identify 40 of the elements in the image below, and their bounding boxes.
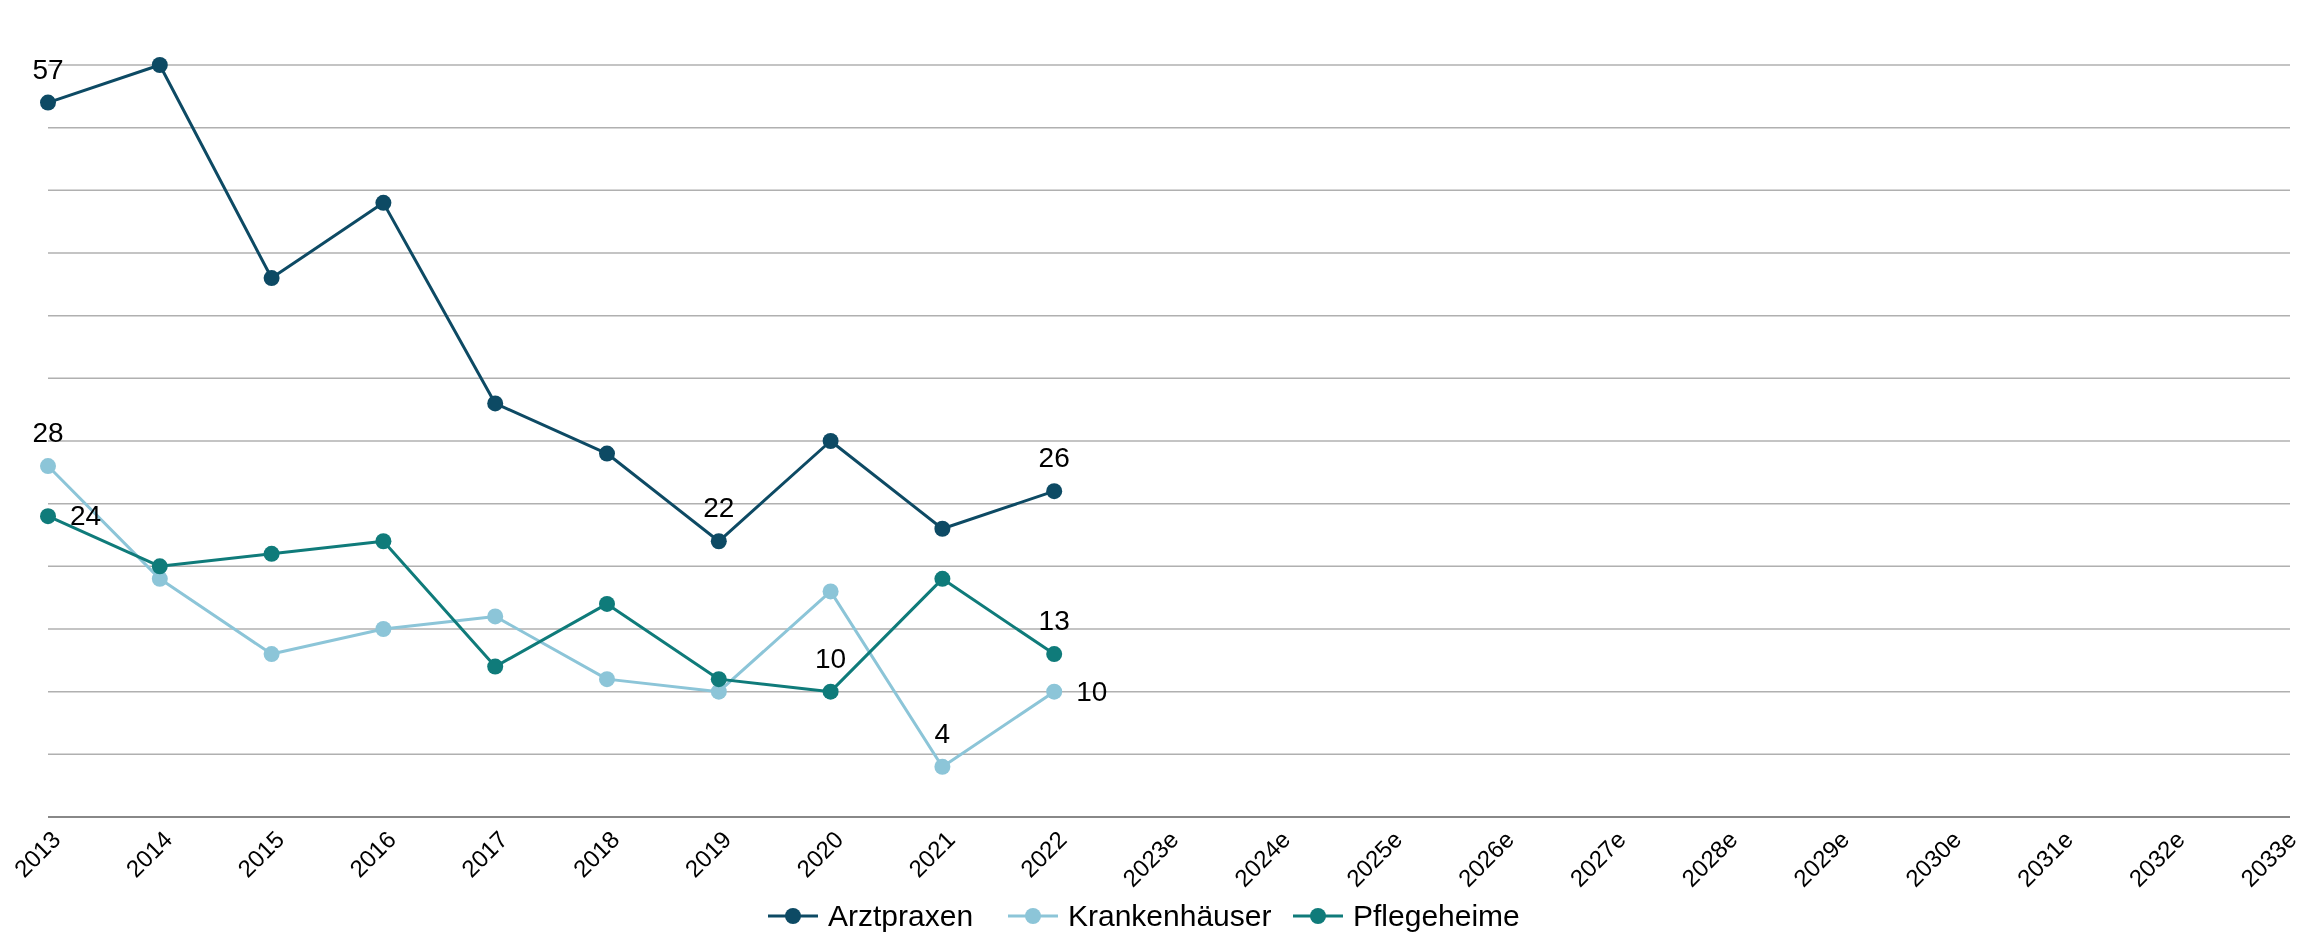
point — [822, 683, 839, 700]
point — [375, 533, 392, 550]
point — [822, 583, 839, 600]
point — [710, 533, 727, 550]
point — [263, 646, 280, 663]
point — [599, 671, 615, 688]
point — [934, 570, 951, 587]
point — [487, 608, 504, 625]
point — [263, 270, 280, 287]
point — [40, 94, 56, 111]
data-label: 13 — [1038, 605, 1070, 637]
legend-label: Krankenhäuser — [1068, 899, 1272, 932]
point — [710, 671, 727, 688]
data-label: 24 — [70, 500, 102, 532]
point — [40, 458, 56, 475]
point — [487, 395, 504, 412]
data-label: 22 — [703, 492, 735, 524]
data-label: 10 — [815, 642, 847, 674]
point — [40, 508, 56, 525]
point — [375, 194, 392, 211]
data-label: 28 — [32, 417, 64, 449]
point — [599, 445, 615, 462]
legend-label: Pflegeheime — [1353, 899, 1520, 932]
point — [934, 758, 951, 775]
data-label: 10 — [1076, 675, 1108, 707]
point — [375, 621, 392, 637]
point — [934, 520, 951, 537]
point — [1046, 683, 1063, 700]
point — [263, 545, 280, 562]
point — [1046, 646, 1063, 663]
point — [151, 57, 168, 73]
data-label: 26 — [1038, 442, 1070, 474]
point — [1046, 483, 1063, 500]
point — [487, 658, 504, 675]
point — [151, 558, 168, 575]
data-label: 4 — [934, 717, 951, 749]
point — [822, 433, 839, 449]
data-label: 57 — [32, 53, 64, 85]
legend-label: Arztpraxen — [828, 899, 974, 932]
point — [599, 595, 615, 612]
